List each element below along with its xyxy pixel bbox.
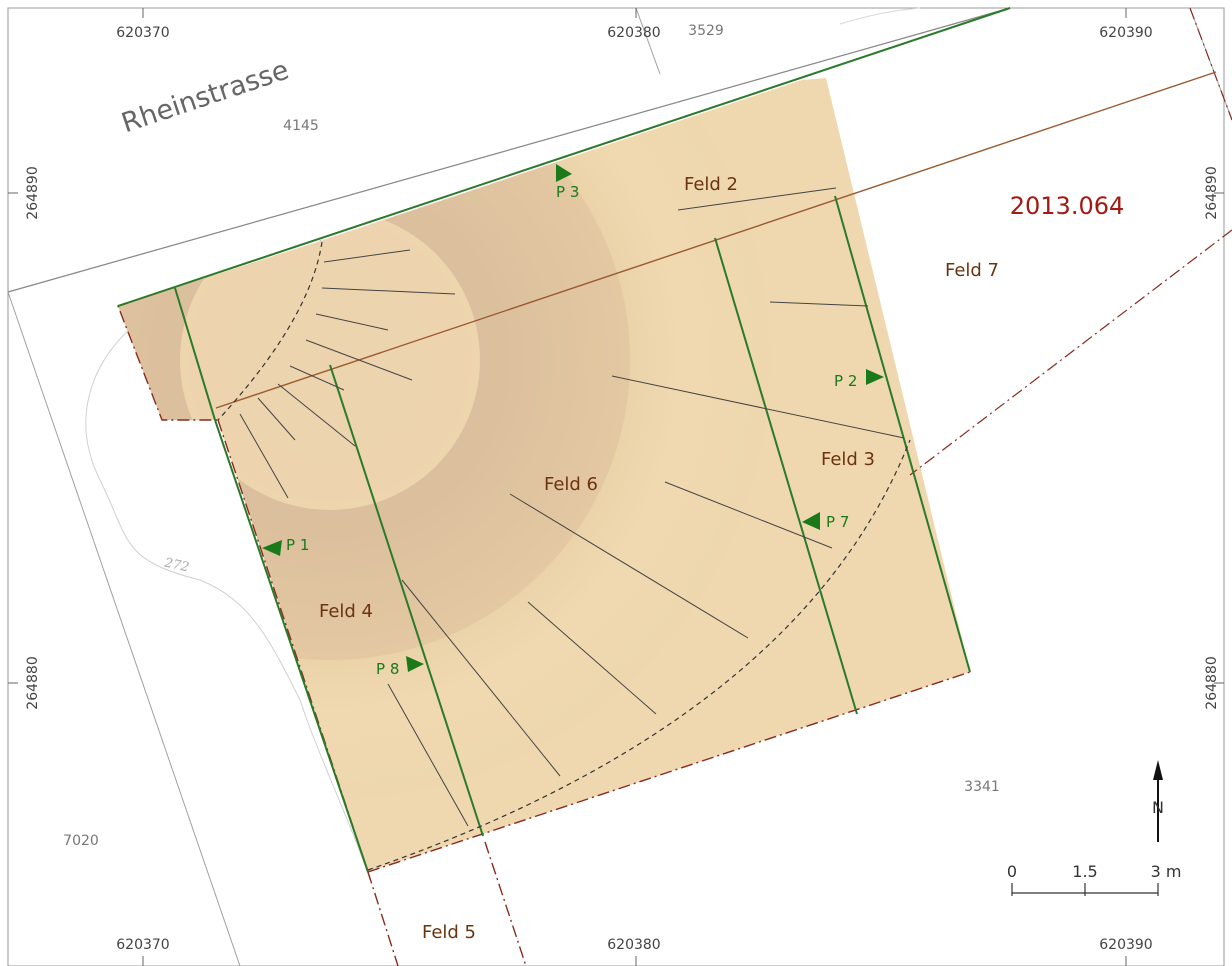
street-name: Rheinstrasse	[118, 55, 293, 140]
parcel-7020: 7020	[63, 833, 99, 849]
coord-x-bottom-2: 620380	[607, 937, 660, 953]
field-label-6: Feld 6	[544, 474, 598, 495]
profile-p8: P 8	[376, 656, 424, 678]
coord-x-top-2: 620380	[607, 25, 660, 41]
coord-y-left-1: 264890	[25, 166, 41, 219]
excavation-area	[118, 78, 970, 872]
street-outline	[7, 7, 1011, 293]
field-label-4: Feld 4	[319, 601, 373, 622]
profile-label-p3: P 3	[556, 183, 579, 201]
grid-ticks	[8, 8, 1224, 966]
profile-arrow-icon	[556, 164, 572, 182]
scale-label-0: 0	[1007, 862, 1017, 881]
scale-bar: 0 1.5 3 m	[1007, 862, 1182, 896]
parcel-3529: 3529	[688, 23, 724, 39]
coord-y-left-2: 264880	[25, 656, 41, 709]
coord-x-top-1: 620370	[116, 25, 169, 41]
profile-label-p8: P 8	[376, 660, 399, 678]
north-label: N	[1152, 798, 1164, 817]
parcel-3341: 3341	[964, 779, 1000, 795]
contour-label: 272	[162, 555, 190, 575]
field-label-5: Feld 5	[422, 922, 476, 943]
north-arrow-icon: N	[1152, 760, 1164, 842]
coord-y-right-2: 264880	[1204, 656, 1220, 709]
profile-p1: P 1	[262, 536, 309, 556]
coord-y-right-1: 264890	[1204, 166, 1220, 219]
arena-arcs	[217, 241, 911, 871]
scale-label-3m: 3 m	[1151, 862, 1182, 881]
profile-p7: P 7	[802, 512, 849, 531]
field-label-2: Feld 2	[684, 174, 738, 195]
coord-x-top-3: 620390	[1099, 25, 1152, 41]
radial-lines	[239, 187, 905, 827]
profile-label-p1: P 1	[286, 536, 309, 554]
coord-x-bottom-1: 620370	[116, 937, 169, 953]
field-label-7: Feld 7	[945, 260, 999, 281]
outline-feld-7	[909, 7, 1232, 476]
coord-x-bottom-3: 620390	[1099, 937, 1152, 953]
field-boundaries	[117, 7, 1011, 873]
scale-label-1-5: 1.5	[1072, 862, 1097, 881]
profile-arrow-icon	[866, 369, 884, 385]
parcel-4145: 4145	[283, 118, 319, 134]
profile-label-p2: P 2	[834, 372, 857, 390]
contour-line	[85, 319, 371, 881]
profile-arrow-icon	[406, 656, 424, 672]
profile-label-p7: P 7	[826, 513, 849, 531]
site-number: 2013.064	[1010, 192, 1125, 220]
map-frame	[7, 7, 1225, 966]
profile-arrow-icon	[802, 512, 820, 530]
contour-line-2	[839, 7, 921, 25]
profile-p2: P 2	[834, 369, 884, 390]
field-label-3: Feld 3	[821, 449, 875, 470]
profile-arrow-icon	[262, 540, 282, 556]
profile-p3: P 3	[556, 164, 579, 201]
